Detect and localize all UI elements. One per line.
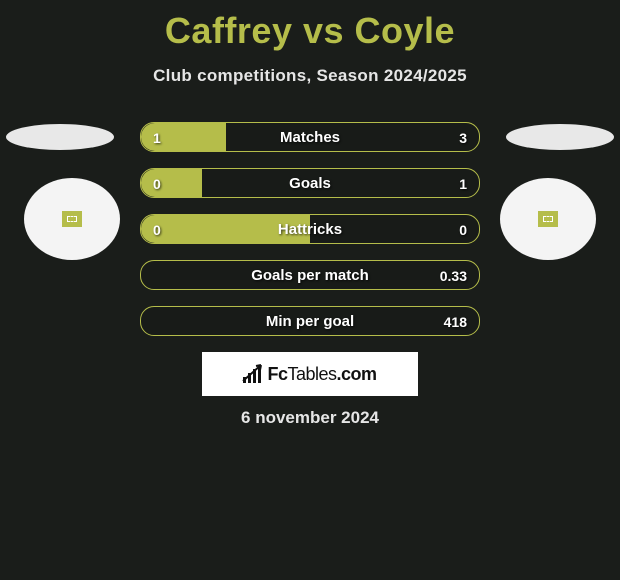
left-team-oval bbox=[6, 124, 114, 150]
stat-label: Matches bbox=[141, 123, 479, 151]
bar-chart-icon bbox=[243, 365, 261, 383]
placeholder-image-icon bbox=[62, 211, 82, 227]
stat-row: 1Matches3 bbox=[140, 122, 480, 152]
stat-right-value: 0.33 bbox=[440, 261, 467, 289]
stat-label: Hattricks bbox=[141, 215, 479, 243]
brand-name: FcTables.com bbox=[267, 364, 376, 385]
stat-row: Goals per match0.33 bbox=[140, 260, 480, 290]
placeholder-image-icon bbox=[538, 211, 558, 227]
stat-label: Goals bbox=[141, 169, 479, 197]
left-team-avatar bbox=[24, 178, 120, 260]
stat-right-value: 3 bbox=[459, 123, 467, 151]
stat-right-value: 418 bbox=[444, 307, 467, 335]
date-label: 6 november 2024 bbox=[0, 408, 620, 428]
stat-label: Goals per match bbox=[141, 261, 479, 289]
stat-row: 0Hattricks0 bbox=[140, 214, 480, 244]
stat-label: Min per goal bbox=[141, 307, 479, 335]
stats-container: 1Matches30Goals10Hattricks0Goals per mat… bbox=[140, 122, 480, 352]
stat-row: Min per goal418 bbox=[140, 306, 480, 336]
stat-row: 0Goals1 bbox=[140, 168, 480, 198]
right-team-oval bbox=[506, 124, 614, 150]
brand-logo[interactable]: FcTables.com bbox=[202, 352, 418, 396]
page-title: Caffrey vs Coyle bbox=[0, 0, 620, 52]
page-subtitle: Club competitions, Season 2024/2025 bbox=[0, 66, 620, 86]
stat-right-value: 1 bbox=[459, 169, 467, 197]
stat-right-value: 0 bbox=[459, 215, 467, 243]
right-team-avatar bbox=[500, 178, 596, 260]
